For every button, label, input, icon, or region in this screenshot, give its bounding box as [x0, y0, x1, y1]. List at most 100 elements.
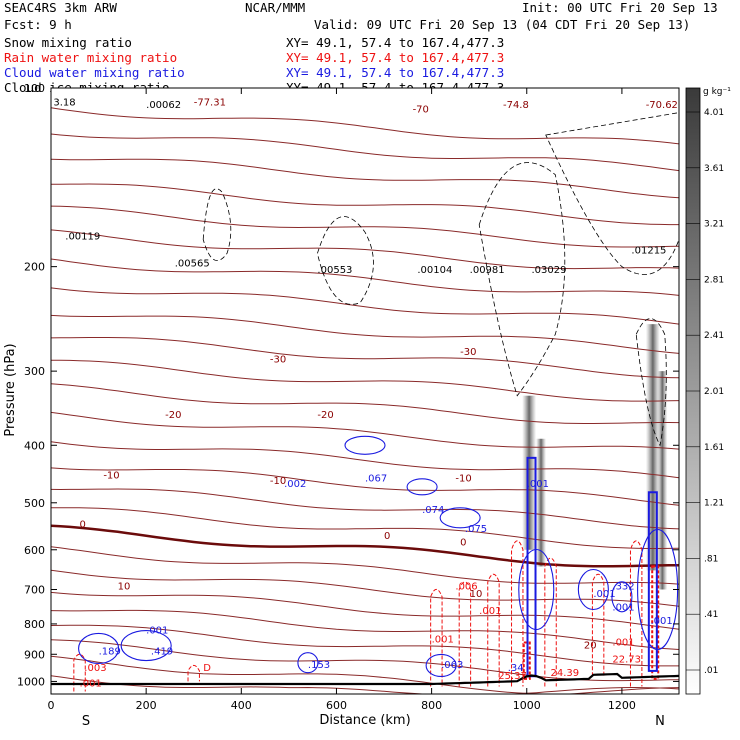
cloud-water-contour: [406, 478, 438, 496]
rain-contour: [591, 573, 605, 677]
cloud-water-label: .153: [308, 660, 330, 671]
temperature-label: 0: [80, 519, 86, 530]
temperature-label: -10: [103, 470, 119, 481]
cloud-ice-contour: [202, 188, 232, 262]
cloud-water-contour: [611, 581, 633, 613]
x-tick-label: 600: [326, 699, 347, 712]
x-tick-label: 400: [231, 699, 252, 712]
cloud-water-core: [647, 491, 658, 672]
cloud-water-label: .189: [99, 646, 121, 657]
temperature-label: -74.8: [503, 100, 529, 111]
valid-label: Valid: 09 UTC Fri 20 Sep 13 (04 CDT Fri …: [314, 17, 691, 32]
snow-max-label: .00553: [317, 265, 352, 276]
isotherm: [51, 624, 679, 667]
cloud-water-label: .074: [422, 505, 444, 516]
cloud-water-contour: [297, 652, 319, 674]
temperature-label: -70.62: [646, 100, 678, 111]
temperature-label: 20: [584, 640, 597, 651]
cloud-water-contour: [577, 568, 609, 611]
rain-core: [651, 565, 660, 680]
cloud-water-label: .002: [284, 479, 306, 490]
isotherm: [51, 441, 679, 479]
x-tick-label: 200: [136, 699, 157, 712]
temperature-label: 10: [470, 589, 483, 600]
y-tick-label: 100: [24, 82, 45, 95]
right-endpoint-label: N: [655, 714, 665, 729]
rain-max-label: .001: [479, 606, 501, 617]
rain-max-label: 24.39: [551, 668, 580, 679]
x-axis: 0 200 400 600 800 1000 1200: [48, 88, 636, 712]
rain-max-label: .003: [84, 663, 106, 674]
colorbar-label: .81: [704, 554, 718, 564]
y-tick-label: 900: [24, 648, 45, 661]
isotherm: [51, 411, 679, 450]
colorbar-label: .41: [704, 610, 718, 620]
x-tick-label: 1000: [513, 699, 541, 712]
colorbar: g kg⁻¹ .01 .41 .81 1.21 1.61 2.01 2.41 2.81 3.21…: [685, 87, 731, 695]
y-tick-label: 400: [24, 439, 45, 452]
cloud-water-label: .332: [612, 582, 634, 593]
snow-max-label: .03029: [532, 265, 567, 276]
snow-max-label: .00104: [417, 265, 452, 276]
isotherm: [51, 359, 679, 402]
isotherm: [51, 229, 679, 270]
x-tick-label: 800: [421, 699, 442, 712]
init-label: Init: 00 UTC Fri 20 Sep 13: [522, 0, 718, 15]
contour-labels: .00119 .00565 .00553 .00104 .03029 .01215 .009…: [53, 97, 678, 689]
isotherm: [51, 675, 679, 694]
cloud-ice-contour: [316, 216, 374, 305]
snow-max-label: .00062: [146, 100, 181, 111]
temperature-label: -10: [455, 473, 471, 484]
rain-contour: [629, 540, 643, 687]
isotherm: [51, 287, 679, 325]
plot-area: [51, 88, 679, 694]
field-name-rain: Rain water mixing ratio: [4, 50, 178, 65]
cloud-ice-contour: [635, 318, 667, 447]
colorbar-label: 2.01: [704, 387, 724, 397]
rain-max-label: .001: [432, 635, 454, 646]
snow-max-label: .01215: [631, 245, 666, 256]
shaded-column: [536, 438, 547, 567]
rain-contour: [544, 557, 557, 687]
y-tick-label: 600: [24, 544, 45, 557]
x-tick-label: 0: [48, 699, 55, 712]
cloud-water-contour: [344, 435, 386, 455]
field-xy-snow: XY= 49.1, 57.4 to 167.4,477.3: [286, 35, 505, 50]
isotherm: [51, 467, 679, 506]
temperature-label: 0: [384, 531, 390, 542]
temperature-label: -77.31: [194, 97, 226, 108]
colorbar-label: .01: [704, 666, 718, 676]
terrain-profile: [51, 672, 679, 686]
cloud-water-label: .001: [527, 479, 549, 490]
isotherm: [51, 205, 679, 248]
rain-max-label: .006: [455, 582, 477, 593]
y-tick-label: 800: [24, 618, 45, 631]
colorbar-unit: g kg⁻¹: [703, 87, 731, 97]
isotherm: [51, 507, 679, 549]
shaded-column: [522, 395, 537, 550]
y-tick-label: 200: [24, 261, 45, 274]
y-tick-label: 700: [24, 584, 45, 597]
field-xy-cloud-water: XY= 49.1, 57.4 to 167.4,477.3: [286, 65, 505, 80]
field-name-snow: Snow mixing ratio: [4, 35, 132, 50]
rain-max-label: .001: [80, 679, 102, 690]
snow-max-label: 3.18: [53, 97, 75, 108]
isotherm: [51, 258, 679, 296]
cloud-ice-contour: [545, 112, 679, 275]
cloud-water-contour: [439, 507, 481, 529]
temperature-label: -20: [317, 410, 333, 421]
rain-contour: [187, 664, 200, 682]
isotherm: [51, 314, 679, 354]
cloud-ice-contours: [202, 112, 679, 447]
isotherm: [51, 183, 679, 226]
left-endpoint-label: S: [82, 714, 90, 729]
snow-max-label: .00119: [65, 231, 100, 242]
x-tick-label: 1200: [608, 699, 636, 712]
temperature-label: -30: [270, 354, 286, 365]
zero-degree-isotherm: [51, 524, 679, 568]
temperature-label: -10: [270, 476, 286, 487]
cloud-water-label: .34: [508, 663, 524, 674]
terrain-line: [51, 672, 679, 686]
